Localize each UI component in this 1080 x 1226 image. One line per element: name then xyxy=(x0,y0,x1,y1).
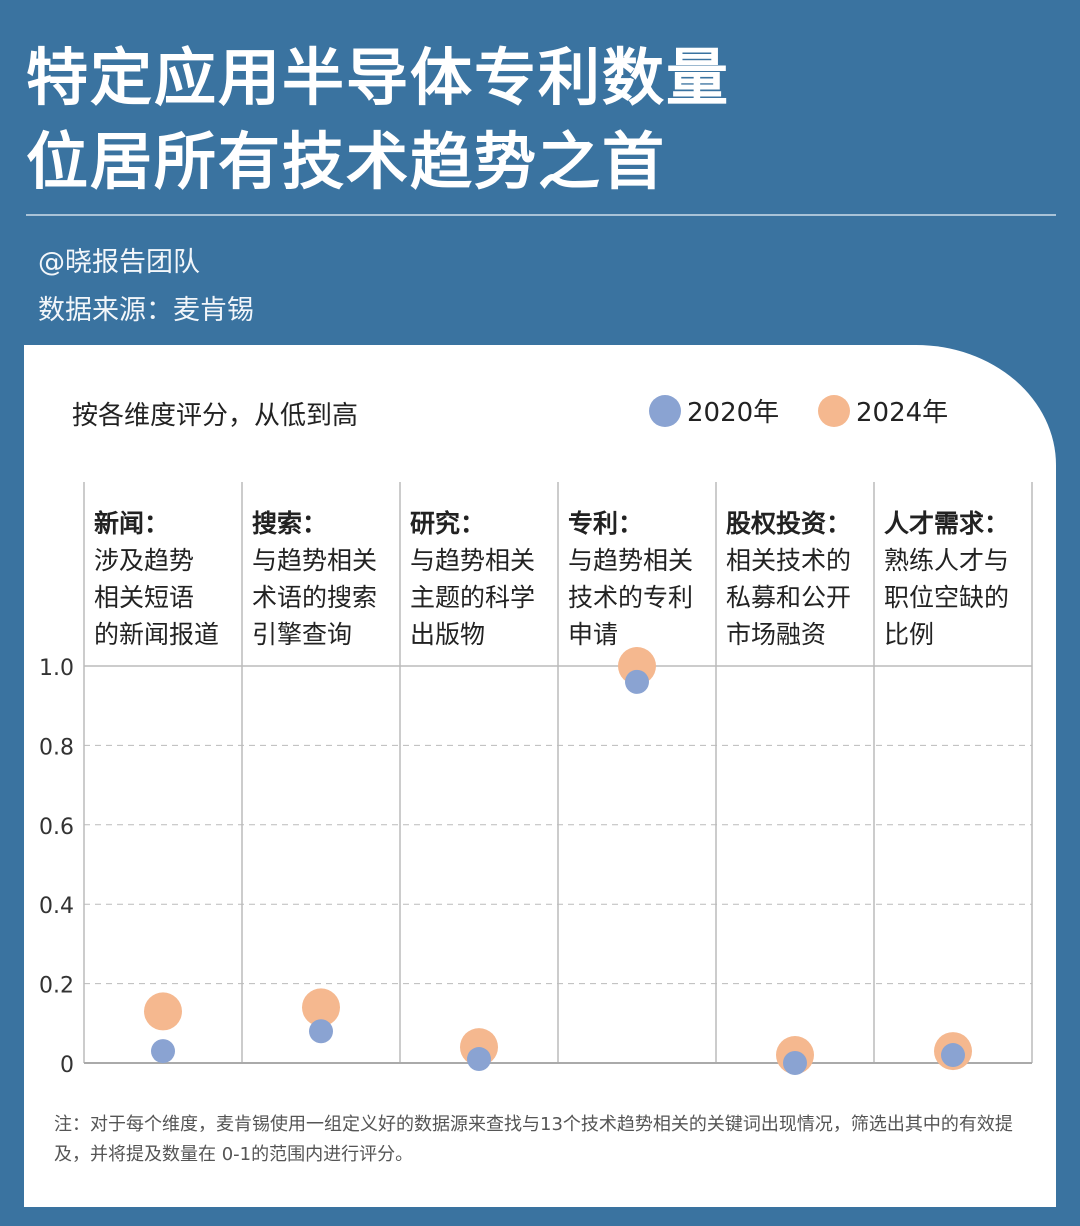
category-desc: 相关短语 xyxy=(94,583,195,612)
source: 数据来源：麦肯锡 xyxy=(38,295,254,326)
point-2020年 xyxy=(783,1051,807,1075)
y-tick-label: 1.0 xyxy=(39,656,74,681)
footnote: 注：对于每个维度，麦肯锡使用一组定义好的数据源来查找与13个技术趋势相关的关键词… xyxy=(54,1114,1013,1165)
legend-2020: 2020年 xyxy=(649,392,779,429)
category-desc: 技术的专利 xyxy=(568,583,694,612)
y-tick-label: 0.2 xyxy=(39,974,74,999)
y-tick-label: 0 xyxy=(60,1053,74,1078)
category-desc: 职位空缺的 xyxy=(884,583,1010,612)
category-name: 搜索： xyxy=(252,509,328,538)
category-desc: 私募和公开 xyxy=(726,583,852,612)
category-desc: 主题的科学 xyxy=(410,583,536,612)
category-header: 搜索： 与趋势相关术语的搜索引擎查询 xyxy=(242,505,400,653)
category-desc: 与趋势相关 xyxy=(252,546,378,575)
divider xyxy=(26,214,1056,216)
category-header: 新闻： 涉及趋势相关短语的新闻报道 xyxy=(84,505,242,653)
category-desc: 出版物 xyxy=(410,620,486,649)
category-name: 新闻： xyxy=(94,509,170,538)
point-2024年 xyxy=(302,988,340,1027)
category-name: 股权投资： xyxy=(726,509,852,538)
category-name: 研究： xyxy=(410,509,486,538)
category-desc: 比例 xyxy=(884,620,935,649)
category-header: 研究： 与趋势相关主题的科学出版物 xyxy=(400,505,558,653)
category-desc: 涉及趋势 xyxy=(94,546,195,575)
category-desc: 申请 xyxy=(568,620,619,649)
point-2020年 xyxy=(151,1039,175,1064)
legend-2024: 2024年 xyxy=(818,392,948,429)
legend-dot-2024 xyxy=(818,394,850,427)
category-desc: 与趋势相关 xyxy=(568,546,694,575)
category-desc: 术语的搜索 xyxy=(252,583,378,612)
category-desc: 市场融资 xyxy=(726,620,827,649)
y-tick-label: 0.6 xyxy=(39,815,74,840)
category-header: 股权投资： 相关技术的私募和公开市场融资 xyxy=(716,505,874,653)
category-desc: 引擎查询 xyxy=(252,620,353,649)
category-header: 人才需求： 熟练人才与职位空缺的比例 xyxy=(874,505,1032,653)
point-2020年 xyxy=(625,669,649,694)
y-tick-label: 0.4 xyxy=(39,894,74,919)
point-2020年 xyxy=(467,1047,491,1072)
author: @晓报告团队 xyxy=(38,247,200,278)
category-desc: 熟练人才与 xyxy=(884,546,1010,575)
point-2020年 xyxy=(309,1019,333,1044)
category-header: 专利： 与趋势相关技术的专利申请 xyxy=(558,505,716,653)
legend-dot-2020 xyxy=(649,394,681,427)
page-title: 特定应用半导体专利数量 位居所有技术趋势之首 xyxy=(26,41,731,198)
category-desc: 相关技术的 xyxy=(726,546,852,575)
category-name: 专利： xyxy=(568,509,644,538)
point-2020年 xyxy=(941,1043,965,1068)
category-desc: 的新闻报道 xyxy=(94,620,220,649)
y-tick-label: 0.8 xyxy=(39,735,74,760)
category-desc: 与趋势相关 xyxy=(410,546,536,575)
point-2024年 xyxy=(144,992,182,1031)
chart-title: 按各维度评分，从低到高 xyxy=(72,401,359,431)
category-name: 人才需求： xyxy=(884,509,1010,538)
